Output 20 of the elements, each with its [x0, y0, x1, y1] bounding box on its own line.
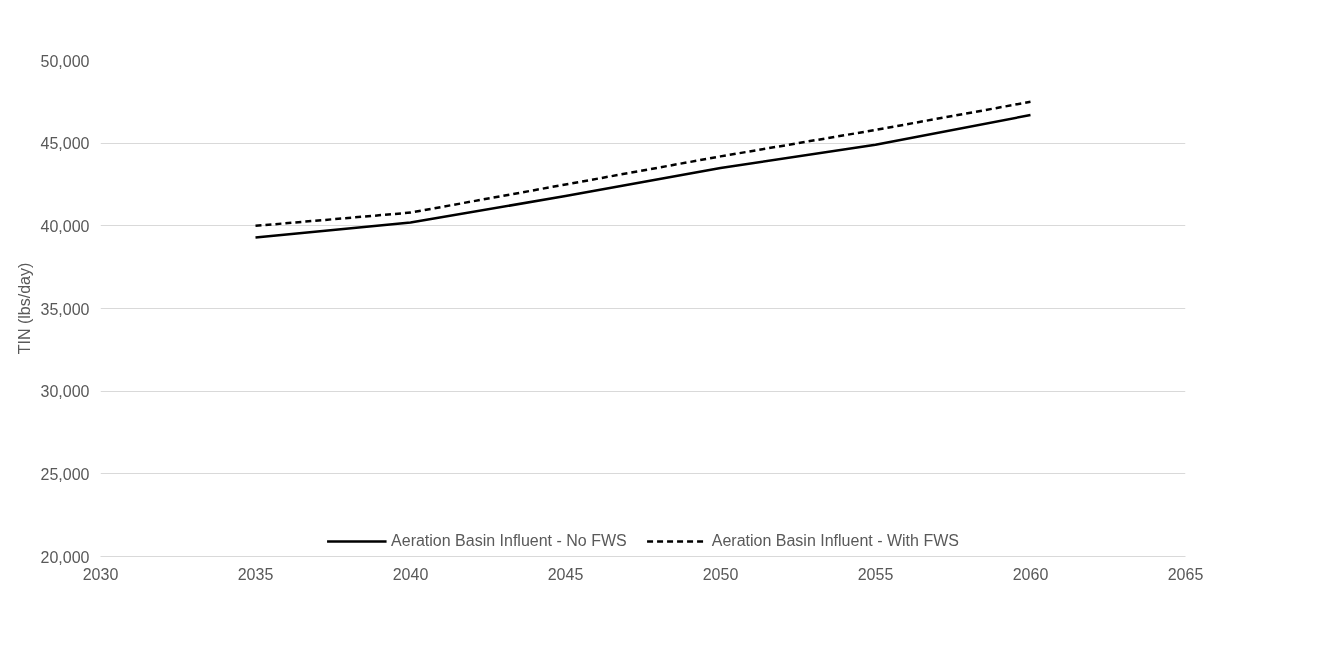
y-tick-label: 20,000 — [40, 548, 90, 566]
line-series — [254, 100, 1032, 228]
y-tick-label: 35,000 — [40, 300, 90, 318]
x-tick-label: 2060 — [1012, 565, 1049, 583]
legend-label: Aeration Basin Influent - No FWS — [391, 532, 627, 550]
x-tick-label: 2055 — [857, 565, 894, 583]
x-tick-label: 2045 — [547, 565, 584, 583]
x-tick-label: 2030 — [82, 565, 119, 583]
x-tick-label: 2040 — [392, 565, 429, 583]
y-axis-title: TIN (lbs/day) — [15, 262, 33, 355]
line-series — [254, 113, 1032, 239]
y-tick-label: 45,000 — [40, 135, 90, 153]
x-tick-label: 2035 — [237, 565, 274, 583]
y-tick-label: 50,000 — [40, 52, 90, 70]
x-tick-label: 2050 — [702, 565, 739, 583]
y-tick-label: 40,000 — [40, 217, 90, 235]
y-tick-label: 25,000 — [40, 465, 90, 483]
legend-label: Aeration Basin Influent - With FWS — [711, 532, 959, 550]
x-tick-label: 2065 — [1167, 565, 1204, 583]
y-tick-label: 30,000 — [40, 383, 90, 401]
